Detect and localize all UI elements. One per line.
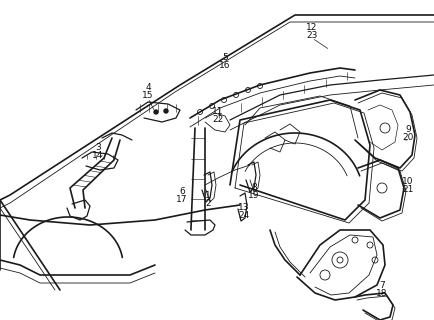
Circle shape bbox=[154, 110, 158, 114]
Text: 18: 18 bbox=[376, 289, 388, 298]
Text: 2: 2 bbox=[205, 199, 211, 209]
Text: 17: 17 bbox=[176, 196, 188, 204]
Text: 5: 5 bbox=[222, 53, 228, 62]
Text: 1: 1 bbox=[205, 191, 211, 201]
Circle shape bbox=[164, 109, 168, 113]
Text: 12: 12 bbox=[306, 23, 318, 33]
Text: 13: 13 bbox=[238, 204, 250, 212]
Text: 14: 14 bbox=[92, 151, 104, 161]
Text: 7: 7 bbox=[379, 281, 385, 290]
Text: 21: 21 bbox=[402, 186, 414, 195]
Text: 11: 11 bbox=[212, 108, 224, 116]
Text: 22: 22 bbox=[212, 116, 224, 124]
Text: 3: 3 bbox=[95, 143, 101, 153]
Text: 20: 20 bbox=[402, 133, 414, 142]
Text: 24: 24 bbox=[238, 212, 250, 220]
Text: 16: 16 bbox=[219, 61, 231, 70]
Text: 8: 8 bbox=[251, 183, 257, 193]
Text: 6: 6 bbox=[179, 188, 185, 196]
Text: 9: 9 bbox=[405, 125, 411, 134]
Text: 4: 4 bbox=[145, 84, 151, 92]
Text: 15: 15 bbox=[142, 92, 154, 100]
Text: 19: 19 bbox=[248, 191, 260, 201]
Text: 10: 10 bbox=[402, 178, 414, 187]
Text: 23: 23 bbox=[306, 31, 318, 41]
